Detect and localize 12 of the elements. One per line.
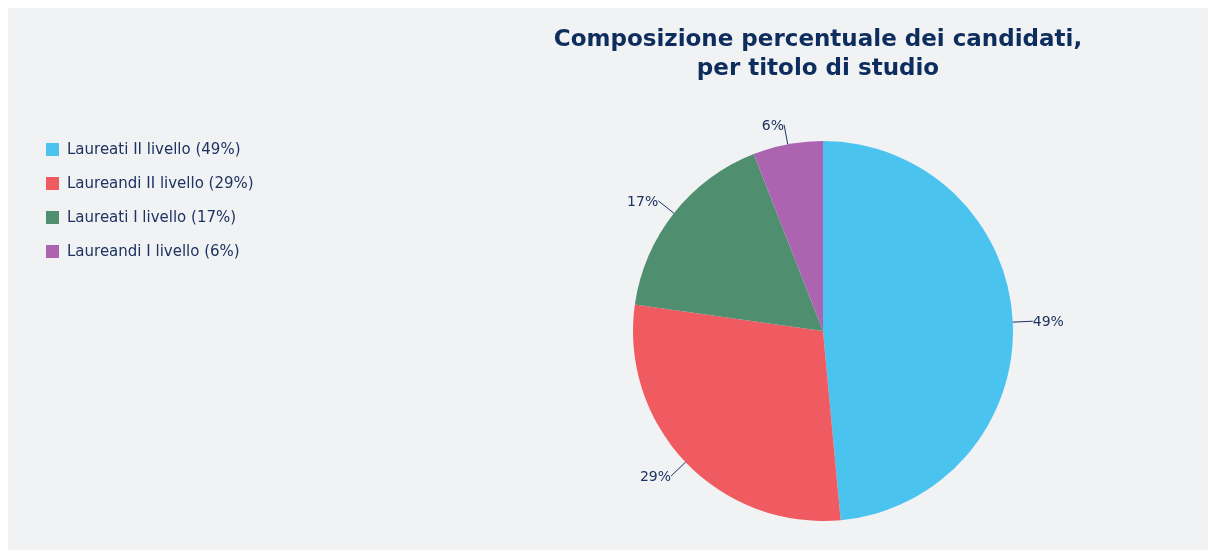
data-label: 49% bbox=[1032, 313, 1064, 330]
data-label: 17% bbox=[627, 192, 659, 209]
chart-title: Composizione percentuale dei candidati, per titolo di studio bbox=[552, 24, 1084, 82]
pie-slice bbox=[823, 141, 1013, 521]
data-label: 6% bbox=[761, 116, 785, 133]
data-label: 29% bbox=[639, 467, 672, 484]
legend-label: Laureandi II livello (29%) bbox=[67, 173, 254, 194]
pie-slice bbox=[753, 141, 823, 331]
legend-label: Laureati II livello (49%) bbox=[67, 139, 241, 160]
pie-slice bbox=[633, 304, 841, 521]
legend-label: Laureandi I livello (6%) bbox=[67, 241, 240, 262]
legend-label: Laureati I livello (17%) bbox=[67, 207, 237, 228]
